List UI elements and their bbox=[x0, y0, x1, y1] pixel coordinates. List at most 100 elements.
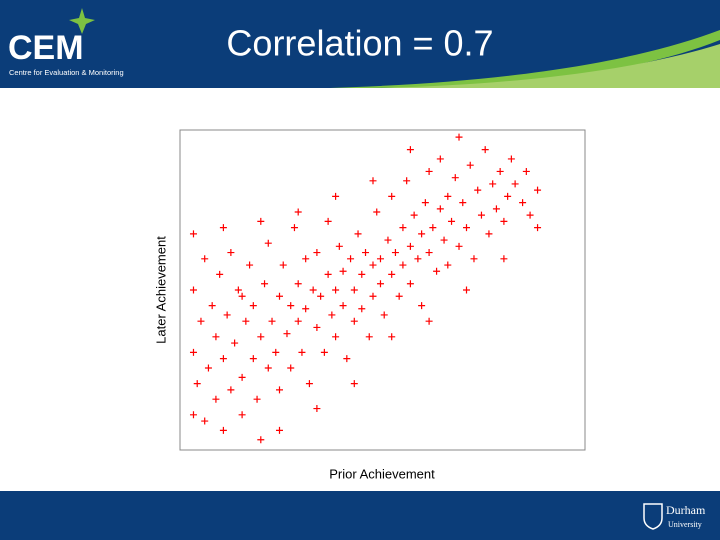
point bbox=[519, 199, 527, 207]
logo-star bbox=[69, 8, 95, 34]
point bbox=[332, 192, 340, 200]
point bbox=[425, 167, 433, 175]
point bbox=[369, 177, 377, 185]
point bbox=[350, 380, 358, 388]
point bbox=[507, 155, 515, 163]
point bbox=[231, 339, 239, 347]
point bbox=[522, 167, 530, 175]
point bbox=[425, 317, 433, 325]
point bbox=[459, 199, 467, 207]
point bbox=[444, 192, 452, 200]
point bbox=[436, 155, 444, 163]
point bbox=[283, 330, 291, 338]
point bbox=[272, 348, 280, 356]
header-swoosh bbox=[330, 30, 720, 88]
point bbox=[421, 199, 429, 207]
durham-crest bbox=[643, 503, 663, 530]
point bbox=[463, 286, 470, 294]
point bbox=[399, 261, 407, 269]
point bbox=[227, 386, 235, 394]
point bbox=[234, 286, 242, 294]
point bbox=[358, 270, 366, 278]
point bbox=[238, 292, 246, 300]
point bbox=[212, 333, 220, 341]
point bbox=[305, 380, 313, 388]
point bbox=[313, 405, 321, 413]
point bbox=[242, 317, 250, 325]
point bbox=[492, 205, 500, 213]
point bbox=[253, 395, 261, 403]
point bbox=[429, 224, 437, 232]
point bbox=[433, 267, 441, 275]
point bbox=[418, 302, 426, 310]
point bbox=[216, 270, 224, 278]
point bbox=[406, 146, 414, 154]
footer-band bbox=[0, 491, 720, 540]
point bbox=[399, 224, 407, 232]
point bbox=[534, 186, 542, 194]
point bbox=[317, 292, 325, 300]
point bbox=[339, 302, 347, 310]
point bbox=[380, 311, 388, 319]
footer-logo-line2: University bbox=[668, 520, 702, 529]
point bbox=[425, 249, 433, 257]
point bbox=[320, 348, 328, 356]
point bbox=[388, 192, 396, 200]
point bbox=[276, 386, 283, 394]
point bbox=[276, 426, 283, 434]
point bbox=[440, 236, 448, 244]
point bbox=[489, 180, 497, 188]
slide-title: Correlation = 0.7 bbox=[226, 23, 493, 64]
y-axis-label: Later Achievement bbox=[153, 236, 168, 344]
point bbox=[354, 230, 362, 238]
point bbox=[238, 411, 246, 419]
point bbox=[189, 230, 197, 238]
point bbox=[294, 317, 302, 325]
point bbox=[414, 255, 422, 263]
point bbox=[246, 261, 254, 269]
point bbox=[201, 255, 209, 263]
point bbox=[257, 217, 265, 225]
point bbox=[268, 317, 276, 325]
point bbox=[391, 249, 399, 257]
point bbox=[376, 280, 384, 288]
point bbox=[335, 242, 343, 250]
point bbox=[257, 436, 265, 444]
point bbox=[388, 270, 396, 278]
point bbox=[365, 333, 373, 341]
point bbox=[534, 224, 542, 232]
point bbox=[313, 323, 321, 331]
point bbox=[328, 311, 336, 319]
point bbox=[189, 348, 197, 356]
point bbox=[223, 311, 231, 319]
point bbox=[500, 255, 508, 263]
point bbox=[451, 174, 459, 182]
points bbox=[189, 133, 542, 444]
point bbox=[436, 205, 444, 213]
point bbox=[369, 261, 377, 269]
point bbox=[279, 261, 287, 269]
point bbox=[455, 133, 463, 141]
point bbox=[481, 146, 489, 154]
point bbox=[418, 230, 426, 238]
point bbox=[358, 305, 366, 313]
point bbox=[339, 267, 347, 275]
point bbox=[410, 211, 418, 219]
point bbox=[347, 255, 355, 263]
point bbox=[406, 280, 414, 288]
point bbox=[219, 426, 227, 434]
point bbox=[201, 417, 209, 425]
point bbox=[373, 208, 381, 216]
point bbox=[208, 302, 216, 310]
point bbox=[477, 211, 485, 219]
point bbox=[403, 177, 411, 185]
point bbox=[261, 280, 269, 288]
point bbox=[343, 355, 351, 363]
point bbox=[287, 364, 295, 372]
point bbox=[504, 192, 512, 200]
point bbox=[406, 242, 414, 250]
point bbox=[249, 302, 257, 310]
point bbox=[388, 333, 396, 341]
point bbox=[324, 217, 332, 225]
